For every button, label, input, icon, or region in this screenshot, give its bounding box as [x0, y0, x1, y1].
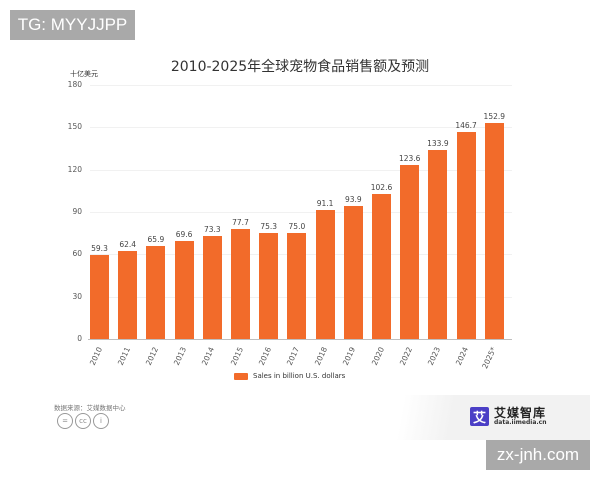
bar-value-label: 77.7	[232, 218, 249, 228]
watermark-top: TG: MYYJJPP	[10, 10, 135, 40]
creative-commons-icon: cc	[75, 413, 91, 429]
bar-value-label: 102.6	[370, 183, 393, 193]
gridline	[90, 169, 512, 171]
bar-value-label: 93.9	[344, 195, 362, 205]
y-tick-label: 150	[67, 122, 82, 132]
bar-value-label: 152.9	[483, 112, 506, 122]
bar	[174, 240, 194, 339]
x-tick-label: 2013	[171, 345, 189, 367]
legend-swatch	[234, 372, 248, 380]
bar-value-label: 133.9	[427, 139, 449, 149]
x-tick-label: 2020	[369, 345, 386, 367]
bar-value-label: 59.3	[91, 244, 108, 254]
bar	[90, 255, 109, 339]
legend-label: Sales in billion U.S. dollars	[253, 372, 346, 380]
bar-value-label: 73.3	[203, 224, 221, 234]
x-tick-label: 2024	[453, 345, 471, 367]
chart-title: 2010-2025年全球宠物食品销售额及预测	[170, 59, 430, 75]
brand-logo-block: 艾 艾媒智库 data.iimedia.cn	[470, 407, 546, 426]
gridline	[90, 127, 512, 129]
x-tick-label: 2011	[115, 345, 132, 367]
y-tick-label: 30	[72, 291, 82, 301]
gridline	[90, 85, 512, 86]
y-tick-label: 120	[67, 164, 82, 174]
bar	[372, 194, 391, 339]
bar-value-label: 62.4	[119, 239, 137, 249]
y-tick-label: 180	[67, 80, 82, 89]
bar-value-label: 69.6	[175, 229, 193, 239]
y-axis-unit: 十亿美元	[70, 70, 98, 78]
bar	[315, 210, 335, 339]
bar-value-label: 75.3	[260, 221, 278, 231]
brand-logo-icon: 艾	[470, 407, 489, 426]
bar-value-label: 65.9	[147, 235, 165, 244]
bar	[231, 229, 250, 339]
watermark-bottom: zx-jnh.com	[486, 440, 590, 470]
bar	[428, 150, 448, 339]
y-tick-label: 0	[77, 334, 82, 343]
x-tick-label: 2022	[397, 345, 414, 367]
bar-value-label: 123.6	[398, 153, 421, 163]
bar	[287, 233, 307, 339]
bar	[202, 235, 222, 339]
y-tick-label: 60	[72, 249, 82, 259]
brand-background	[340, 395, 590, 440]
license-icons: = cc i	[57, 413, 109, 429]
bar-value-label: 146.7	[455, 120, 477, 130]
y-tick-label: 90	[72, 207, 82, 216]
bar-value-label: 91.1	[316, 199, 334, 209]
bar	[456, 131, 476, 339]
x-axis-line	[88, 339, 512, 340]
brand-name: 艾媒智库	[494, 406, 547, 420]
x-tick-label: 2025*	[480, 345, 499, 371]
bar	[259, 232, 279, 339]
bar-value-label: 75.0	[288, 222, 306, 232]
bar	[146, 246, 166, 339]
x-tick-label: 2023	[425, 345, 442, 367]
bar	[484, 123, 504, 339]
x-tick-label: 2010	[87, 345, 104, 367]
data-source: 数据来源：艾媒数据中心	[54, 404, 126, 412]
x-tick-label: 2014	[200, 345, 217, 367]
x-tick-label: 2012	[143, 345, 160, 367]
attribution-icon: i	[93, 413, 109, 429]
brand-url: data.iimedia.cn	[494, 419, 547, 426]
no-derivatives-icon: =	[57, 413, 73, 429]
bar	[400, 164, 420, 339]
bar	[118, 250, 138, 339]
gridline	[90, 212, 512, 213]
bar	[343, 206, 363, 339]
chart-legend: Sales in billion U.S. dollars	[234, 372, 345, 380]
